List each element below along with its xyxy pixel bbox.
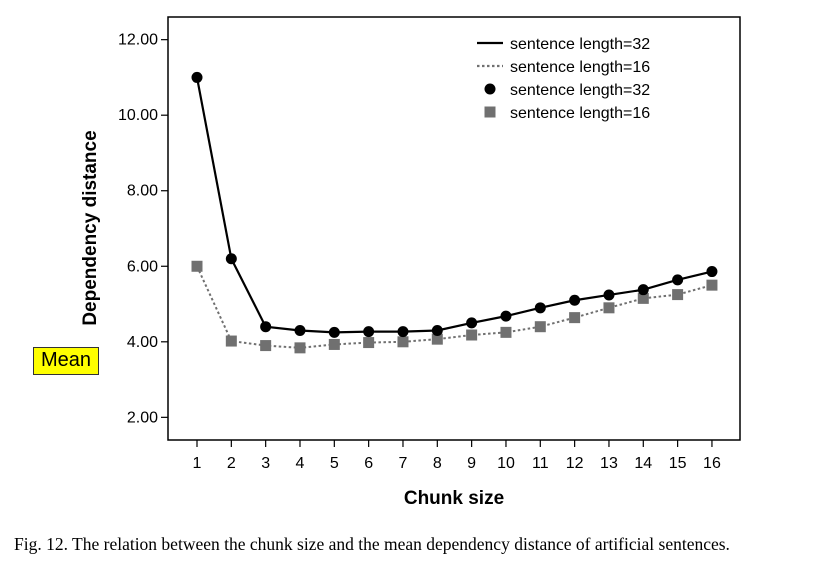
series-lines — [195, 77, 713, 349]
data-point-marker — [397, 336, 409, 348]
x-tick-label: 11 — [532, 455, 549, 472]
y-tick-label: 2.00 — [127, 409, 158, 426]
x-tick-label: 6 — [364, 455, 373, 472]
x-tick-label: 1 — [193, 455, 202, 472]
x-tick-label: 14 — [634, 455, 652, 472]
x-tick-label: 10 — [497, 455, 515, 472]
legend-marker-swatch — [484, 106, 496, 118]
data-point-marker — [225, 253, 237, 265]
series-line — [196, 265, 713, 349]
legend: sentence length=32 sentence length=16 sent… — [477, 36, 650, 122]
data-point-marker — [672, 274, 684, 286]
data-point-marker — [225, 335, 237, 347]
figure-caption: Fig. 12. The relation between the chunk … — [14, 534, 730, 554]
x-tick-label: 16 — [703, 455, 721, 472]
data-point-marker — [603, 289, 615, 301]
y-tick-label: 10.00 — [118, 107, 158, 124]
data-point-marker — [328, 338, 340, 350]
legend-label: sentence length=32 — [510, 36, 650, 53]
data-point-marker — [431, 333, 443, 345]
x-tick-label: 15 — [669, 455, 687, 472]
legend-label: sentence length=16 — [510, 59, 650, 76]
x-tick-label: 7 — [399, 455, 408, 472]
data-point-marker — [397, 326, 409, 338]
y-axis-title: Dependency distance — [80, 130, 101, 325]
data-point-marker — [294, 324, 306, 336]
y-tick-label: 8.00 — [127, 183, 158, 200]
data-point-marker — [569, 294, 581, 306]
legend-label: sentence length=16 — [510, 105, 650, 122]
data-point-marker — [191, 260, 203, 272]
data-point-marker — [191, 71, 203, 83]
x-tick-label: 9 — [467, 455, 476, 472]
series-line — [195, 77, 713, 334]
data-point-marker — [500, 326, 512, 338]
data-point-marker — [294, 342, 306, 354]
x-tick-label: 5 — [330, 455, 339, 472]
data-point-marker — [363, 326, 375, 338]
data-point-marker — [637, 284, 649, 296]
y-tick-label: 6.00 — [127, 258, 158, 275]
data-point-marker — [672, 289, 684, 301]
y-tick-label: 4.00 — [127, 334, 158, 351]
x-tick-label: 12 — [566, 455, 584, 472]
data-point-marker — [466, 329, 478, 341]
data-point-marker — [466, 317, 478, 329]
series-markers — [191, 71, 718, 354]
data-point-marker — [363, 337, 375, 349]
data-point-marker — [500, 310, 512, 322]
y-axis-ticks: 2.00 4.00 6.00 8.00 10.00 12.00 — [118, 32, 168, 426]
data-point-marker — [534, 321, 546, 333]
x-tick-label: 2 — [227, 455, 236, 472]
data-point-marker — [431, 324, 443, 336]
data-point-marker — [603, 302, 615, 314]
data-point-marker — [534, 302, 546, 314]
legend-marker-swatch — [484, 83, 496, 95]
mean-annotation: Mean — [33, 347, 99, 375]
legend-label: sentence length=32 — [510, 82, 650, 99]
data-point-marker — [328, 326, 340, 338]
data-point-marker — [706, 266, 718, 278]
x-tick-label: 4 — [296, 455, 305, 472]
plot-frame — [167, 16, 741, 441]
data-point-marker — [260, 340, 272, 352]
data-point-marker — [569, 312, 581, 324]
x-axis-title: Chunk size — [404, 488, 504, 509]
x-tick-label: 8 — [433, 455, 442, 472]
x-tick-label: 3 — [261, 455, 270, 472]
x-axis-ticks: 1 2 3 4 5 6 7 8 9 10 11 12 13 14 15 16 — [193, 440, 721, 472]
y-tick-label: 12.00 — [118, 32, 158, 49]
data-point-marker — [637, 292, 649, 304]
data-point-marker — [260, 321, 272, 333]
x-tick-label: 13 — [600, 455, 618, 472]
data-point-marker — [706, 279, 718, 291]
